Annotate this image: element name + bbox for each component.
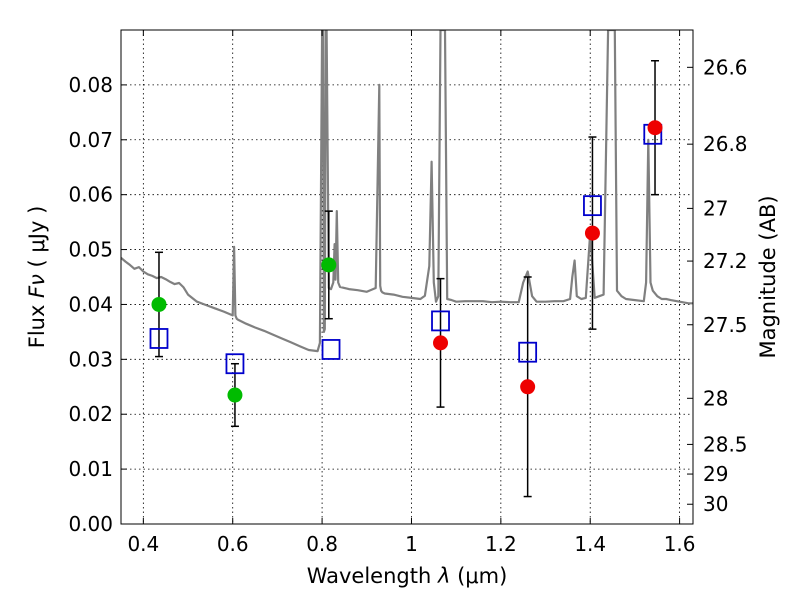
x-tick-label: 1.4 [574,532,606,556]
magnitude-axis-title: Magnitude (AB) [756,195,780,358]
y-tick-label: 0.03 [68,347,113,371]
y-tick-label: 0.02 [68,402,113,426]
x-axis-ticks: 0.4 0.6 0.8 1 1.2 1.4 1.6 [127,30,696,556]
x-tick-label: 1.6 [664,532,696,556]
model-flux-square [321,339,341,360]
magnitude-tick-label: 27.5 [703,313,748,337]
observed-flux-point [584,225,600,241]
model-flux-square [149,328,169,349]
magnitude-tick-label: 28 [703,386,728,410]
x-tick-label: 0.8 [306,532,338,556]
observed-flux-point [227,387,243,403]
magnitude-tick-label: 27 [703,196,728,220]
y-tick-label: 0.07 [68,128,113,152]
y-axis-title: Flux Fν ( μJy ) [25,206,49,349]
spectrum-series [121,30,693,353]
y-tick-label: 0.05 [68,238,113,262]
x-tick-label: 1.2 [485,532,517,556]
x-tick-label: 0.4 [127,532,159,556]
y-axis-ticks: 0.00 0.01 0.02 0.03 0.04 0.05 0.06 0.07 0.08 [68,73,127,536]
magnitude-tick-label: 28.5 [703,432,748,456]
observed-flux-point [151,296,167,312]
magnitude-tick-label: 26.8 [703,132,748,156]
y-tick-label: 0.01 [68,457,113,481]
template-spectrum-line [121,30,693,353]
data-markers [149,120,663,403]
plot-frame [120,29,694,525]
y-tick-label: 0.04 [68,292,113,316]
magnitude-tick-label: 29 [703,462,728,486]
magnitude-axis-ticks: 26.6 26.8 27 27.2 27.5 28 28.5 29 30 [687,55,748,516]
model-flux-square [431,310,450,332]
x-tick-label: 1 [405,532,418,556]
observed-flux-point [647,120,663,136]
magnitude-tick-label: 26.6 [703,55,748,79]
observed-flux-point [520,379,536,395]
observed-flux-point [321,257,337,273]
y-tick-label: 0.00 [68,512,113,536]
x-tick-label: 0.6 [217,532,249,556]
model-flux-square [583,195,602,217]
model-flux-square [225,353,245,375]
magnitude-tick-label: 30 [703,492,728,516]
x-axis-title: Wavelength λ (μm) [307,564,508,588]
observed-flux-point [433,335,449,351]
y-tick-label: 0.06 [68,183,113,207]
y-tick-label: 0.08 [68,73,113,97]
model-flux-square [518,341,538,363]
magnitude-tick-label: 27.2 [703,249,748,273]
